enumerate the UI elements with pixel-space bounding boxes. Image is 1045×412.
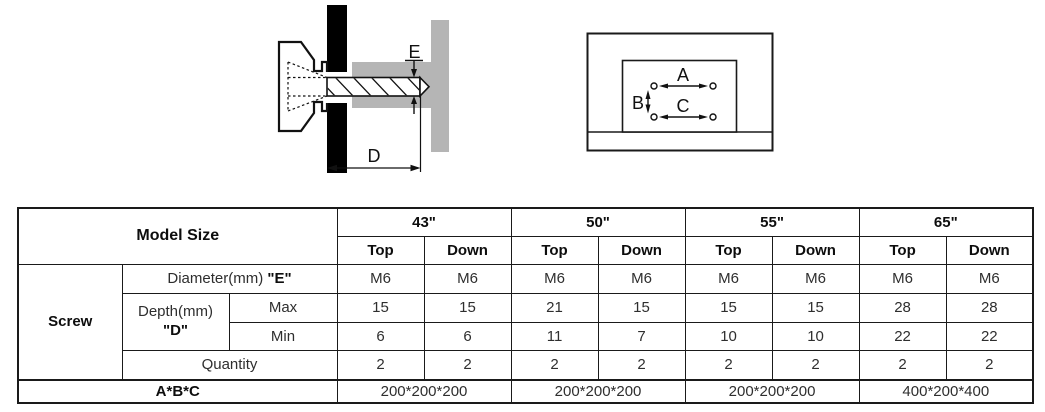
cell-diameter: M6 — [423, 263, 512, 294]
cell-abc: 400*200*400 — [858, 379, 1034, 404]
cell-diameter: M6 — [858, 263, 947, 294]
cell-quantity: 2 — [423, 349, 512, 381]
cell-quantity: 2 — [510, 349, 599, 381]
col-header-down: Down — [771, 235, 860, 265]
cell-diameter: M6 — [771, 263, 860, 294]
cell-depth-min: 10 — [684, 321, 773, 351]
row-header-screw: Screw — [17, 263, 123, 381]
screw-spec-table: Model Size 43" 50" 55" 65" Top Down Top … — [17, 207, 1035, 404]
dimension-label-a: A — [677, 65, 689, 85]
row-header-max: Max — [228, 292, 338, 323]
dimension-a: A — [659, 65, 708, 89]
screw-tip — [419, 75, 431, 98]
col-header-down: Down — [945, 235, 1034, 265]
cell-diameter: M6 — [684, 263, 773, 294]
size-header-43: 43" — [336, 207, 512, 237]
screw-shaft — [326, 75, 431, 98]
cell-abc: 200*200*200 — [510, 379, 686, 404]
dimension-b: B — [632, 90, 651, 114]
dimension-label-b: B — [632, 93, 644, 113]
cell-depth-max: 28 — [945, 292, 1034, 323]
depth-label: Depth(mm) — [137, 302, 213, 320]
depth-dim-ref: "D" — [162, 321, 189, 339]
cell-quantity: 2 — [858, 349, 947, 381]
cell-diameter: M6 — [510, 263, 599, 294]
cell-diameter: M6 — [945, 263, 1034, 294]
cell-abc: 200*200*200 — [684, 379, 860, 404]
cell-depth-max: 15 — [771, 292, 860, 323]
cell-depth-min: 6 — [423, 321, 512, 351]
diameter-label: Diameter(mm) — [167, 270, 264, 287]
col-header-top: Top — [858, 235, 947, 265]
cell-depth-min: 11 — [510, 321, 599, 351]
cell-diameter: M6 — [597, 263, 686, 294]
screw-head-outline — [277, 40, 329, 133]
cell-depth-min: 6 — [336, 321, 425, 351]
row-header-depth: Depth(mm) "D" — [121, 292, 230, 351]
col-header-top: Top — [510, 235, 599, 265]
diameter-dim-ref: "E" — [267, 270, 292, 287]
row-header-abc: A*B*C — [17, 379, 338, 404]
row-header-diameter: Diameter(mm) "E" — [121, 263, 338, 294]
cell-depth-min: 7 — [597, 321, 686, 351]
cell-depth-max: 15 — [684, 292, 773, 323]
col-header-down: Down — [423, 235, 512, 265]
screw-side-view-diagram: E D — [277, 5, 449, 173]
tv-panel-gray-bar — [431, 20, 449, 152]
cell-depth-max: 15 — [597, 292, 686, 323]
cell-quantity: 2 — [336, 349, 425, 381]
model-size-header: Model Size — [17, 207, 338, 265]
cell-quantity: 2 — [771, 349, 860, 381]
mount-hole-pattern-diagram: A B C — [586, 32, 774, 152]
row-header-min: Min — [228, 321, 338, 351]
mount-area-outline — [621, 59, 738, 133]
col-header-down: Down — [597, 235, 686, 265]
cell-depth-min: 10 — [771, 321, 860, 351]
dimension-e: E — [405, 42, 423, 114]
cell-depth-max: 15 — [336, 292, 425, 323]
size-header-65: 65" — [858, 207, 1034, 237]
cell-quantity: 2 — [684, 349, 773, 381]
cell-diameter: M6 — [336, 263, 425, 294]
col-header-top: Top — [336, 235, 425, 265]
dimension-label-d: D — [368, 146, 381, 166]
cell-depth-min: 22 — [858, 321, 947, 351]
dimension-c: C — [659, 96, 708, 120]
countersink-hidden-lines — [287, 61, 328, 112]
dimension-label-c: C — [677, 96, 690, 116]
cell-quantity: 2 — [945, 349, 1034, 381]
cell-depth-max: 21 — [510, 292, 599, 323]
cell-quantity: 2 — [597, 349, 686, 381]
dimension-label-e: E — [408, 42, 420, 62]
cell-depth-max: 15 — [423, 292, 512, 323]
mount-holes — [650, 82, 717, 121]
cell-depth-min: 22 — [945, 321, 1034, 351]
size-header-55: 55" — [684, 207, 860, 237]
col-header-top: Top — [684, 235, 773, 265]
dimension-d: D — [327, 96, 422, 172]
cell-depth-max: 28 — [858, 292, 947, 323]
size-header-50: 50" — [510, 207, 686, 237]
row-header-quantity: Quantity — [121, 349, 338, 381]
cell-abc: 200*200*200 — [336, 379, 512, 404]
